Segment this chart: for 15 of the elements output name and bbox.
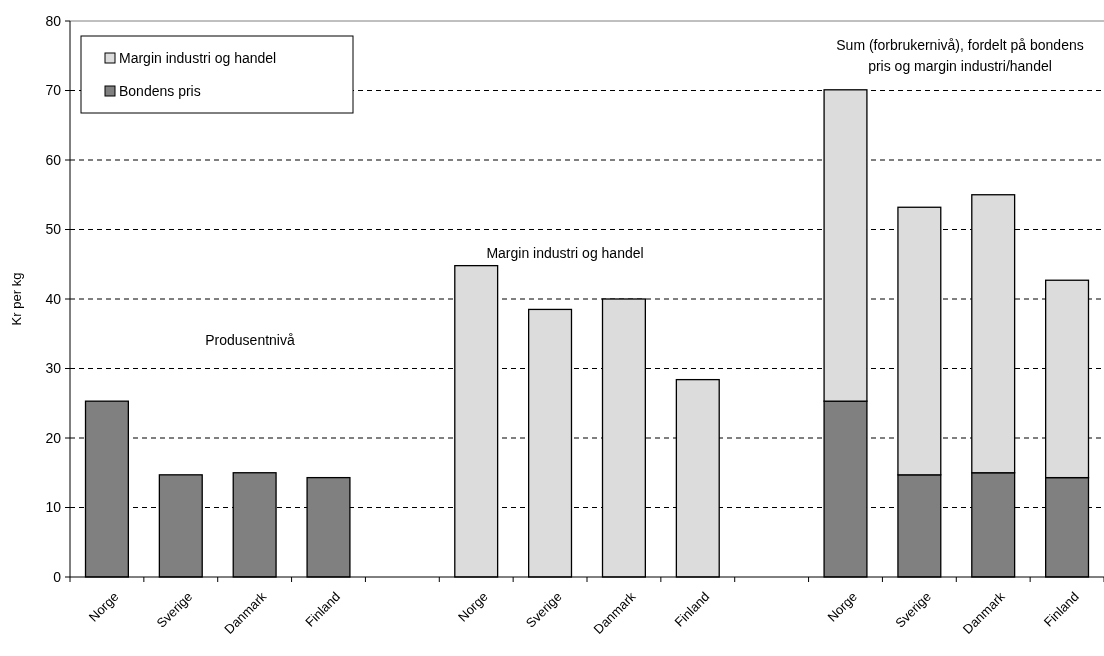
annotation: Produsentnivå xyxy=(205,332,295,348)
y-tick-label: 20 xyxy=(45,429,62,446)
y-tick-label: 70 xyxy=(45,82,62,99)
y-tick-label: 40 xyxy=(45,290,62,307)
legend-label: Margin industri og handel xyxy=(119,49,277,66)
y-axis-title: Kr per kg xyxy=(9,272,24,326)
y-tick-label: 50 xyxy=(45,221,62,238)
legend-label: Bondens pris xyxy=(119,82,201,99)
y-tick-label: 30 xyxy=(45,360,62,377)
annotation: Margin industri og handel xyxy=(486,245,644,261)
y-tick-label: 60 xyxy=(45,151,62,168)
y-tick-label: 10 xyxy=(45,499,62,516)
annotation: Sum (forbrukernivå), fordelt på bondens pris og margin industri/handel xyxy=(836,37,1084,74)
y-tick-label: 80 xyxy=(45,12,62,29)
y-tick-label: 0 xyxy=(53,568,62,585)
